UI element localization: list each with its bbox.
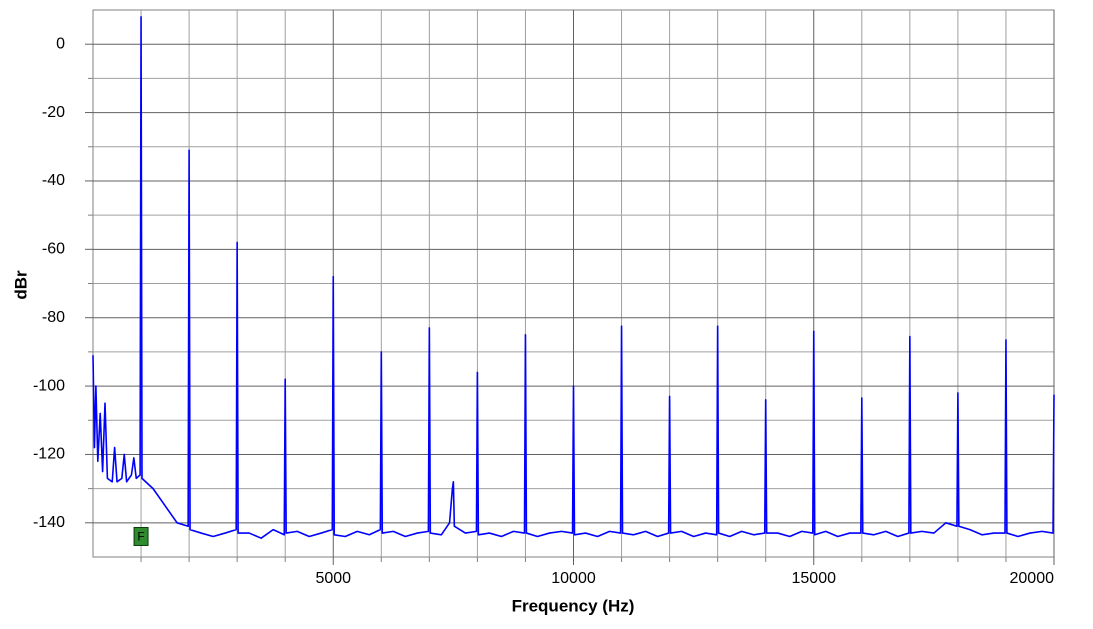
x-tick-label: 15000: [792, 570, 837, 587]
y-tick-label: -140: [33, 514, 65, 531]
y-tick-label: -120: [33, 446, 65, 463]
y-tick-label: -60: [42, 241, 65, 258]
y-tick-label: 0: [56, 35, 65, 52]
y-tick-label: -40: [42, 172, 65, 189]
marker-label: F: [137, 530, 144, 544]
y-tick-label: -20: [42, 104, 65, 121]
spectrum-line: [92, 16, 1055, 539]
x-tick-label: 5000: [315, 570, 351, 587]
y-tick-label: -80: [42, 309, 65, 326]
x-tick-label: 20000: [1010, 570, 1055, 587]
y-axis-title: dBr: [11, 270, 30, 300]
marker-box: [133, 526, 149, 546]
x-tick-label: 10000: [551, 570, 596, 587]
x-axis-title: Frequency (Hz): [512, 596, 635, 615]
y-tick-label: -100: [33, 377, 65, 394]
